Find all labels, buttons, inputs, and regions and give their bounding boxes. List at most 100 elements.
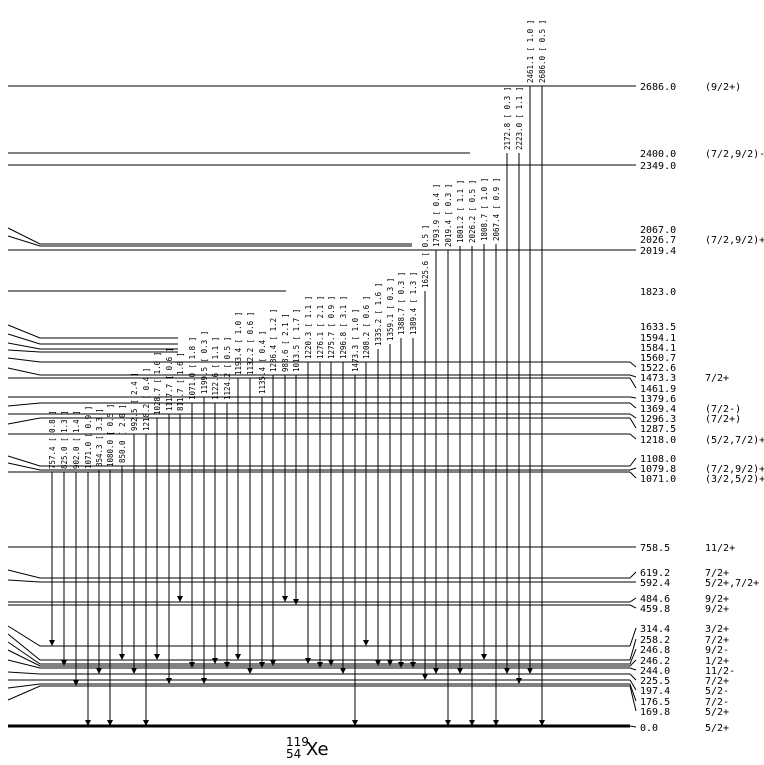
level-connector: [629, 648, 637, 665]
level-connector: [629, 467, 637, 471]
gamma-transition-label: 1276.1 [ 2.1 ]: [316, 296, 325, 359]
level-spin-parity-label: (3/2,5/2)+: [705, 474, 764, 485]
level-connector: [629, 433, 637, 440]
level-connector: [629, 627, 637, 647]
gamma-transition-arrowhead: [305, 658, 311, 664]
level-connector: [629, 673, 637, 681]
level-energy-label: 1218.0: [640, 435, 676, 446]
level-line: [7, 324, 178, 339]
gamma-transition-arrowhead: [433, 668, 439, 674]
gamma-transition-label: 1220.3 [ 1.1 ]: [304, 296, 313, 359]
level-line: [7, 671, 630, 675]
gamma-transition-arrowhead: [481, 654, 487, 660]
level-spin-parity-label: (7/2+): [705, 414, 741, 425]
level-spin-parity-label: 7/2+: [705, 373, 729, 384]
gamma-transition-arrowhead: [422, 674, 428, 680]
gamma-transition-arrowhead: [119, 654, 125, 660]
level-line: [7, 357, 630, 363]
level-energy-label: 1560.7: [640, 353, 676, 364]
level-spin-parity-label: 1/2+: [705, 656, 729, 667]
level-spin-parity-label: 9/2+: [705, 604, 729, 615]
level-energy-label: 2026.7: [640, 235, 676, 246]
level-line: [7, 569, 630, 579]
level-spin-parity-label: 7/2+: [705, 635, 729, 646]
level-spin-parity-label: 9/2-: [705, 645, 729, 656]
level-line: [7, 649, 630, 667]
gamma-transition-arrowhead: [247, 668, 253, 674]
level-connector: [629, 659, 637, 667]
gamma-transition-arrowhead: [317, 662, 323, 668]
level-energy-label: 1584.1: [640, 343, 676, 354]
gamma-transition-label: 1473.3 [ 1.0 ]: [351, 309, 360, 372]
level-connector: [629, 377, 637, 389]
gamma-transition-arrowhead: [293, 599, 299, 605]
energy-levels: 0.0 5/2+ 169.8 5/2+ 176.5 7/2- 197.4 5/2- 225.5 7…: [7, 82, 764, 734]
gamma-transition-label: 850.0 [ 2.0 ]: [118, 404, 127, 463]
level-energy-label: 619.2: [640, 568, 670, 579]
gamma-transition-arrowhead: [398, 662, 404, 668]
level-energy-label: 1071.0: [640, 474, 676, 485]
gamma-transition-arrowhead: [516, 678, 522, 684]
gamma-transition-label: 1028.7 [ 1.0 ]: [153, 352, 162, 415]
gamma-transition-arrowhead: [340, 668, 346, 674]
level-energy-label: 1594.1: [640, 333, 676, 344]
level-energy-label: 459.8: [640, 604, 670, 615]
level-spin-parity-label: (9/2+): [705, 82, 741, 93]
gamma-transition-arrowhead: [387, 660, 393, 666]
level-connector: [629, 396, 637, 399]
gamma-transition-label: 2019.4 [ 0.3 ]: [444, 184, 453, 247]
gamma-transition-label: 825.0 [ 1.3 ]: [60, 410, 69, 469]
level-energy-label: 1079.8: [640, 464, 676, 475]
level-connector: [629, 679, 637, 691]
level-connector: [629, 361, 637, 368]
level-spin-parity-label: (7/2,9/2)-: [705, 149, 764, 160]
level-spin-parity-label: 11/2+: [705, 543, 735, 554]
level-spin-parity-label: 9/2+: [705, 594, 729, 605]
gamma-transition-label: 1335.2 [ 1.6 ]: [374, 283, 383, 346]
gamma-transition-arrowhead: [166, 678, 172, 684]
gamma-transition-arrowhead: [352, 720, 358, 726]
gamma-transition-label: 1117.7 [ 0.6 ]: [165, 348, 174, 411]
level-energy-label: 246.8: [640, 645, 670, 656]
gamma-transition-arrowhead: [410, 662, 416, 668]
level-line: [7, 455, 630, 467]
level-line: [7, 333, 178, 345]
gamma-transition-arrowhead: [282, 596, 288, 602]
gamma-transition-label: 2223.0 [ 1.1 ]: [515, 87, 524, 150]
gamma-transition-label: 2067.4 [ 0.9 ]: [492, 178, 501, 241]
gamma-transition-label: 2026.2 [ 0.5 ]: [468, 180, 477, 243]
gamma-transition-arrowhead: [73, 680, 79, 686]
gamma-transition-arrowhead: [131, 668, 137, 674]
level-line: [7, 349, 178, 353]
level-energy-label: 1823.0: [640, 287, 676, 298]
gamma-transitions: 757.4 [ 0.8 ] 825.0 [ 1.3 ] 902.0 [ 1.4 ] 1…: [48, 20, 547, 726]
gamma-transition-arrowhead: [493, 720, 499, 726]
level-energy-label: 2067.0: [640, 225, 676, 236]
gamma-transition-arrowhead: [457, 668, 463, 674]
gamma-transition-arrowhead: [61, 660, 67, 666]
level-spin-parity-label: 5/2+: [705, 723, 729, 734]
gamma-transition-label: 1808.7 [ 1.0 ]: [480, 178, 489, 241]
gamma-transition-label: 1199.5 [ 0.3 ]: [200, 331, 209, 394]
level-connector: [629, 725, 637, 728]
level-energy-label: 2019.4: [640, 246, 676, 257]
gamma-transition-label: 2172.8 [ 0.3 ]: [503, 87, 512, 150]
level-energy-label: 314.4: [640, 624, 670, 635]
level-line: [7, 462, 630, 471]
level-energy-label: 1369.4: [640, 404, 676, 415]
level-connector: [629, 685, 637, 712]
nuclide-mass-number: 119: [286, 735, 309, 749]
level-energy-label: 2349.0: [640, 161, 676, 172]
nuclide-label: 119 54 Xe: [286, 734, 376, 764]
gamma-transition-arrowhead: [212, 658, 218, 664]
level-spin-parity-label: (5/2,7/2)+: [705, 435, 764, 446]
gamma-transition-label: 1359.1 [ 0.3 ]: [386, 278, 395, 341]
level-line: [7, 367, 630, 376]
gamma-transition-arrowhead: [189, 662, 195, 668]
gamma-transition-arrowhead: [270, 660, 276, 666]
gamma-transition-label: 1218.2 [ 0.4 ]: [142, 368, 151, 431]
gamma-transition-label: 1071.0 [ 0.9 ]: [84, 406, 93, 469]
level-energy-label: 1473.3: [640, 373, 676, 384]
level-energy-label: 0.0: [640, 723, 658, 734]
